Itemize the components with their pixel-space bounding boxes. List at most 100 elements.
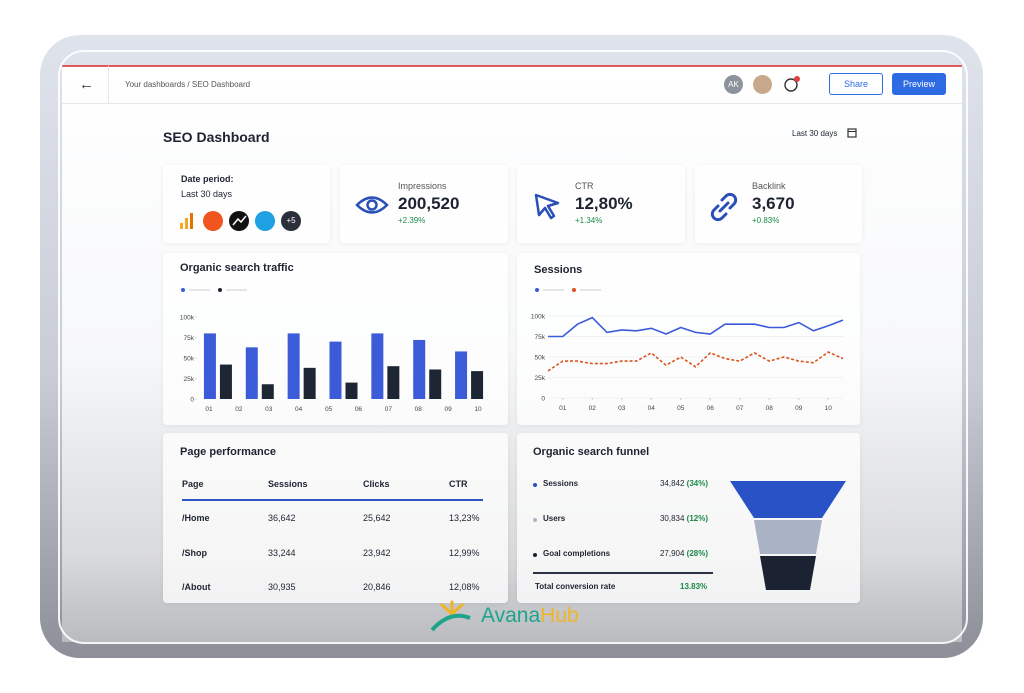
table-header: CTR [449,479,468,489]
x-tick-label: 09 [444,406,452,413]
bar [329,341,342,399]
x-tick-label: 03 [265,406,273,413]
x-tick-label: 08 [415,406,423,413]
kpi-label: CTR [575,181,594,191]
bar [345,382,358,399]
date-selector[interactable]: Last 30 days [792,129,838,138]
bar-chart: Organic search traffic 0 25k 50k 75k 100k 01 02… [180,262,484,413]
table-cell: 33,244 [268,547,296,558]
funnel-value: 34,842 [659,479,685,488]
kpi-label: Backlink [752,181,786,191]
bar [413,339,426,399]
kpi-value: 200,520 [398,194,460,213]
table-cell: 30,935 [268,582,296,592]
integration-icons [180,211,301,231]
x-tick-label: 07 [736,405,744,412]
chart-card [517,253,860,425]
x-tick-label: 09 [795,405,803,412]
funnel-shape [730,481,846,590]
funnel-rule [533,572,713,574]
line-series [548,316,844,338]
calendar-icon[interactable] [846,127,858,139]
bar [387,366,400,399]
x-tick-label: 01 [205,406,213,413]
y-tick-label: 50k [184,356,195,363]
funnel-pct: (28%) [686,549,708,558]
table-header: Sessions [268,479,308,489]
header-divider [62,103,962,104]
eye-icon [355,196,389,214]
table-cell: 12,08% [449,582,480,592]
x-tick-label: 06 [707,405,715,412]
table-title: Page performance [180,446,276,458]
chart-title: Sessions [534,264,582,276]
date-label: Date period: [181,174,234,184]
total-label: Total conversion rate [535,582,616,591]
dashboard-title: SEO Dashboard [163,129,270,145]
divider [108,66,109,103]
date-card [163,165,330,243]
funnel-dot [533,518,537,522]
kpi-value: 3,670 [752,194,795,213]
legend-swatch [218,288,222,292]
funnel-value-group: 34,842 (34%) [620,479,708,488]
y-tick-label: 75k [184,335,195,342]
x-tick-label: 01 [559,405,567,412]
bar [219,364,232,399]
line-series [547,351,844,372]
breadcrumb[interactable]: Your dashboards / SEO Dashboard [125,80,251,89]
watermark-b: Hub [540,604,579,627]
funnel-value: 27,904 [659,549,685,558]
table-cell: 36,642 [268,513,296,523]
link-icon [710,192,738,222]
funnel-pct: (34%) [686,479,708,488]
avatar-photo[interactable] [753,75,772,94]
y-tick-label: 100k [531,314,546,321]
kpi-label: Impressions [398,181,447,191]
funnel-value-group: 27,904 (28%) [620,549,708,558]
legend-swatch [572,288,576,292]
back-arrow[interactable]: ← [79,76,94,93]
funnel-label: Users [543,514,566,523]
table-cell: 23,942 [363,547,391,558]
y-tick-label: 50k [535,355,546,362]
frame-border [58,50,968,644]
watermark-logo [430,600,471,632]
chart-title: Organic search traffic [180,262,294,274]
x-tick-label: 08 [766,405,774,412]
funnel-label: Sessions [543,479,579,488]
kpi-card [517,165,685,243]
bar [287,333,300,399]
y-tick-label: 0 [541,396,545,403]
table-cell: 13,23% [449,513,480,523]
table-cell: 12,99% [449,547,480,558]
x-tick-label: 02 [589,405,597,412]
watermark-a: Avana [481,604,541,627]
funnel-label: Goal completions [543,549,611,558]
line-chart: Sessions 0 25k 50k 75k 100k 01 02 03 04 05 06 07 08 09… [531,264,844,412]
x-tick-label: 10 [825,405,833,412]
funnel-dot [533,553,537,557]
kpi-value: 12,80% [575,194,633,213]
x-tick-label: 03 [618,405,626,412]
more-integrations: +5 [286,216,296,225]
avatar[interactable]: AK [724,75,743,94]
total-value: 13.83% [680,582,708,591]
bar [429,369,442,399]
x-tick-label: 07 [385,406,393,413]
share-button[interactable]: Share [829,73,883,95]
watermark: AvanaHub [481,604,579,628]
y-tick-label: 100k [180,315,195,322]
legend-swatch [181,288,185,292]
comments-icon[interactable] [782,75,802,95]
preview-button[interactable]: Preview [892,73,946,95]
funnel-value-group: 30,834 (12%) [620,514,708,523]
funnel-value: 30,834 [659,514,685,523]
funnel-title: Organic search funnel [533,446,650,458]
bar [455,351,468,399]
table-header: Page [182,479,204,489]
x-tick-label: 10 [474,406,482,413]
bar [471,371,484,399]
kpi-card [695,165,862,243]
